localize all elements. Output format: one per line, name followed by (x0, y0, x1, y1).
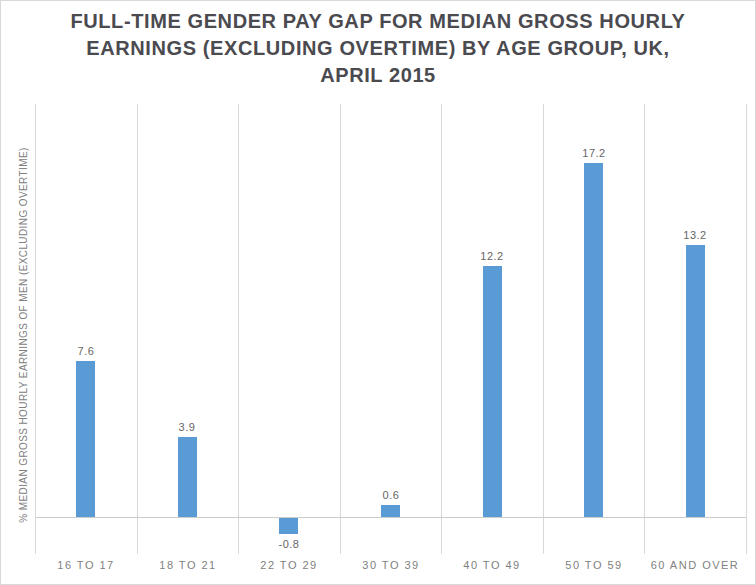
x-tick-label: 60 AND OVER (644, 559, 746, 571)
y-axis-title: % MEDIAN GROSS HOURLY EARNINGS OF MEN (E… (18, 147, 29, 522)
x-axis-line (35, 517, 746, 518)
bar-value-label: 7.6 (56, 345, 116, 357)
gridline (340, 104, 341, 554)
bar-value-label: 0.6 (361, 489, 421, 501)
gridline (441, 104, 442, 554)
bar-value-label: 12.2 (462, 250, 522, 262)
x-tick-label: 30 TO 39 (340, 559, 442, 571)
chart-frame: FULL-TIME GENDER PAY GAP FOR MEDIAN GROS… (0, 0, 756, 585)
gridline (644, 104, 645, 554)
bar-16-to-17 (76, 361, 95, 517)
x-tick-label: 22 TO 29 (238, 559, 340, 571)
gridline (746, 104, 747, 554)
gridline (238, 104, 239, 554)
plot-area: 7.6 3.9 -0.8 0.6 12.2 17.2 13.2 16 TO 1718 TO … (1, 1, 756, 585)
bar-value-label: 17.2 (564, 147, 624, 159)
x-tick-label: 16 TO 17 (35, 559, 137, 571)
x-tick-label: 40 TO 49 (441, 559, 543, 571)
bar-60-and-over (686, 245, 705, 517)
gridline (137, 104, 138, 554)
bar-18-to-21 (178, 437, 197, 517)
x-tick-label: 50 TO 59 (543, 559, 645, 571)
x-tick-label: 18 TO 21 (137, 559, 239, 571)
bar-value-label: 13.2 (665, 229, 725, 241)
bar-30-to-39 (381, 505, 400, 517)
bar-value-label: -0.8 (259, 538, 319, 550)
bar-value-label: 3.9 (157, 421, 217, 433)
gridline (543, 104, 544, 554)
gridline (35, 104, 36, 554)
bar-22-to-29 (279, 518, 298, 534)
bar-50-to-59 (584, 163, 603, 517)
bar-40-to-49 (483, 266, 502, 517)
